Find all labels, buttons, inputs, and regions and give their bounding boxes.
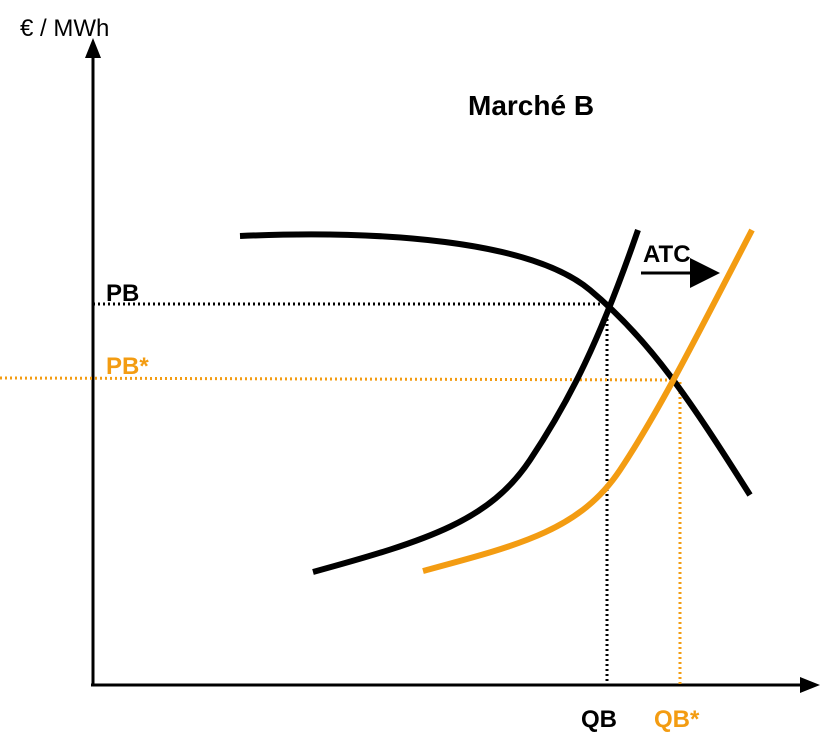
y-axis-label: € / MWh: [20, 15, 109, 42]
supply-curve-shifted: [422, 228, 755, 574]
y-axis-arrow-icon: [85, 38, 101, 58]
atc-label: ATC: [643, 241, 691, 268]
pb-label: PB: [106, 280, 139, 307]
supply-curve-initial: [312, 229, 641, 575]
pb-star-label: PB*: [106, 353, 149, 380]
diagram-title: Marché B: [468, 90, 594, 121]
demand-curve: [239, 231, 753, 497]
x-axis-arrow-icon: [800, 677, 820, 693]
pb-star-guide-line: [0, 376, 681, 382]
qb-label: QB: [581, 706, 617, 733]
qb-star-label: QB*: [654, 706, 700, 733]
